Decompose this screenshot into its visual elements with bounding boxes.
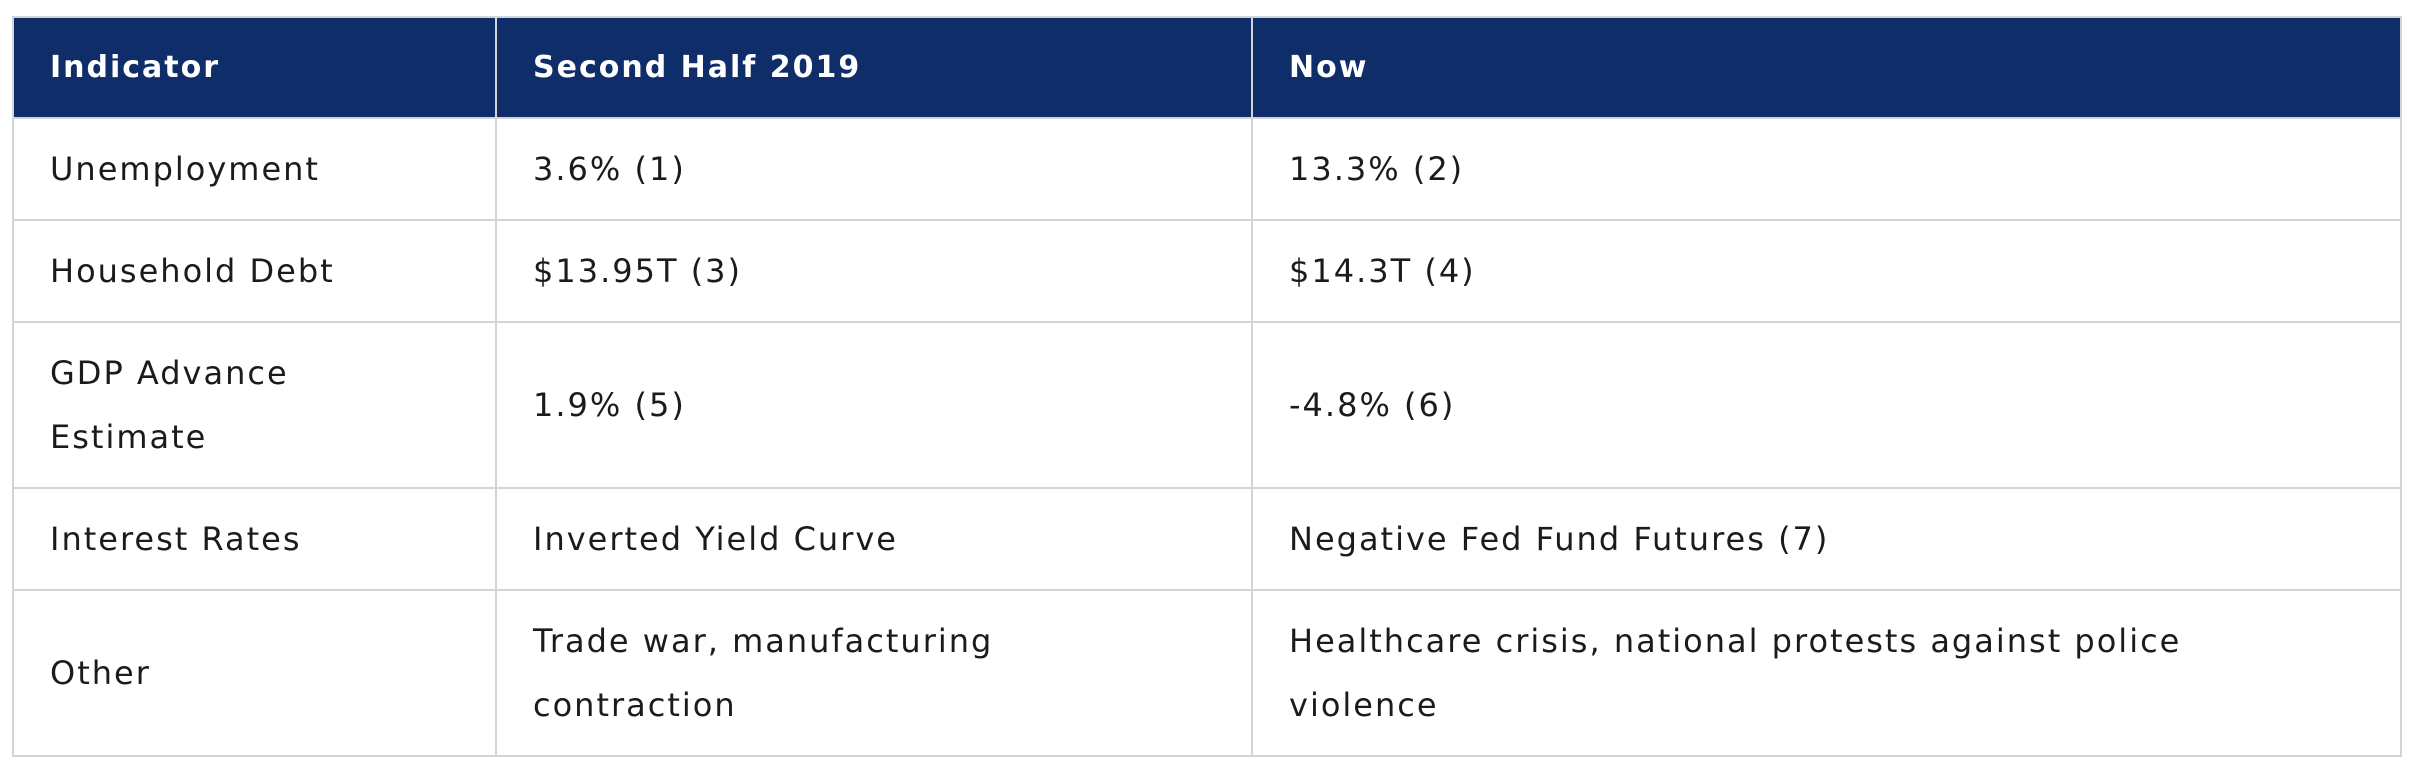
header-now: Now (1251, 16, 2402, 119)
cell-indicator: Interest Rates (12, 487, 497, 591)
cell-2019: 1.9% (5) (495, 321, 1253, 489)
header-second-half-2019: Second Half 2019 (495, 16, 1253, 119)
cell-indicator: Household Debt (12, 219, 497, 323)
table-body: Unemployment 3.6% (1) 13.3% (2) Househol… (12, 117, 2402, 757)
header-row: Indicator Second Half 2019 Now (12, 16, 2402, 119)
economic-indicators-table: Indicator Second Half 2019 Now Unemploym… (12, 16, 2402, 757)
cell-indicator: Unemployment (12, 117, 497, 221)
cell-now: 13.3% (2) (1251, 117, 2402, 221)
table-row: Household Debt $13.95T (3) $14.3T (4) (12, 219, 2402, 323)
header-indicator: Indicator (12, 16, 497, 119)
cell-2019: $13.95T (3) (495, 219, 1253, 323)
table-header: Indicator Second Half 2019 Now (12, 16, 2402, 119)
table-row: Other Trade war, manufacturing contracti… (12, 589, 2402, 757)
table-row: Unemployment 3.6% (1) 13.3% (2) (12, 117, 2402, 221)
cell-indicator: Other (12, 589, 497, 757)
comparison-table-container: Indicator Second Half 2019 Now Unemploym… (12, 16, 2402, 757)
table-row: Interest Rates Inverted Yield Curve Nega… (12, 487, 2402, 591)
cell-now: $14.3T (4) (1251, 219, 2402, 323)
cell-indicator-text: GDP Advance Estimate (50, 354, 289, 456)
cell-now: Negative Fed Fund Futures (7) (1251, 487, 2402, 591)
cell-2019: 3.6% (1) (495, 117, 1253, 221)
cell-indicator: GDP Advance Estimate (12, 321, 497, 489)
table-row: GDP Advance Estimate 1.9% (5) -4.8% (6) (12, 321, 2402, 489)
cell-now: Healthcare crisis, national protests aga… (1251, 589, 2402, 757)
cell-2019: Inverted Yield Curve (495, 487, 1253, 591)
cell-now: -4.8% (6) (1251, 321, 2402, 489)
cell-2019: Trade war, manufacturing contraction (495, 589, 1253, 757)
